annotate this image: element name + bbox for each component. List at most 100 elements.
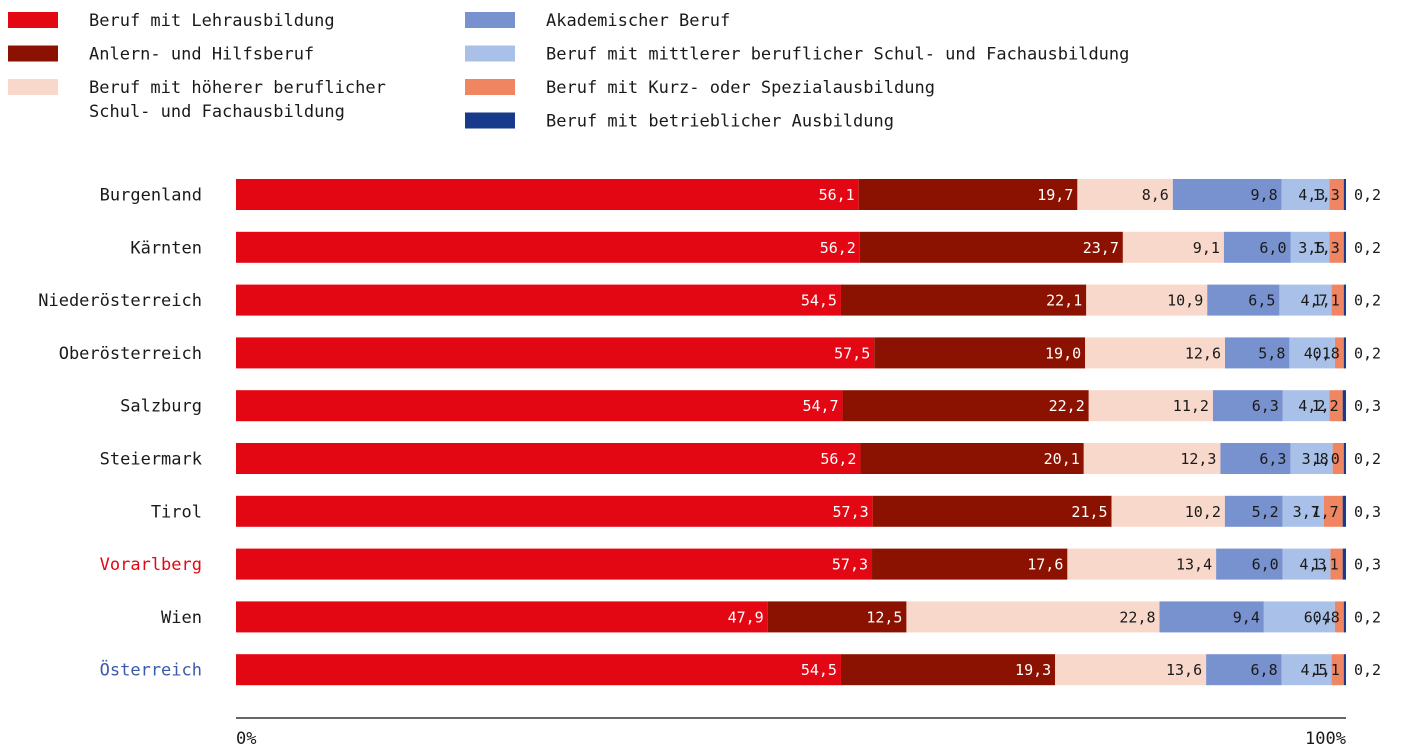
- legend-swatch: [8, 45, 58, 62]
- data-label: 0,3: [1354, 397, 1381, 415]
- bar-segment: [1343, 337, 1346, 369]
- data-label: 22,8: [1119, 608, 1155, 626]
- bar-segment: [1343, 654, 1346, 686]
- bar-segment: [236, 654, 841, 686]
- bar-segment: [1282, 390, 1330, 422]
- bar-segment: [1282, 548, 1331, 580]
- bar-segment: [1343, 231, 1346, 263]
- legend-swatch: [8, 79, 58, 95]
- data-label: 57,3: [833, 503, 869, 521]
- bar-segment: [1281, 179, 1330, 210]
- data-label: 54,5: [801, 661, 837, 679]
- data-label: 6,3: [1259, 450, 1286, 468]
- data-label: 0,2: [1354, 186, 1381, 204]
- bar-segment: [1067, 548, 1217, 580]
- data-label: 0,2: [1354, 450, 1381, 468]
- data-label: 19,0: [1045, 344, 1081, 362]
- bars: [236, 179, 1346, 686]
- bar-segment: [840, 284, 1087, 316]
- legend-swatch: [465, 112, 515, 129]
- data-label: 12,3: [1180, 450, 1216, 468]
- x-tick-label: 0%: [236, 729, 256, 746]
- bar-segment: [1279, 284, 1332, 316]
- data-label: 6,3: [1252, 397, 1279, 415]
- category-label: Wien: [161, 608, 202, 628]
- bar-segment: [1289, 337, 1335, 369]
- data-label: 0,3: [1354, 503, 1381, 521]
- bar-segment: [1212, 390, 1283, 422]
- data-label: 1,1: [1312, 556, 1339, 574]
- bar-segment: [860, 443, 1084, 474]
- bar-segment: [1343, 179, 1346, 210]
- category-label: Vorarlberg: [100, 555, 202, 575]
- legend-swatch: [465, 12, 515, 28]
- category-label: Österreich: [100, 659, 202, 681]
- data-label: 20,1: [1044, 450, 1080, 468]
- bar-segment: [1216, 548, 1283, 580]
- data-label: 1,0: [1313, 450, 1340, 468]
- data-label: 11,2: [1173, 397, 1209, 415]
- legend-label: Beruf mit mittlerer beruflicher Schul- u…: [546, 45, 1129, 65]
- data-label: 9,1: [1193, 239, 1220, 257]
- bar-segment: [236, 179, 859, 210]
- bar-segment: [236, 443, 861, 474]
- data-label: 17,6: [1027, 556, 1063, 574]
- data-label: 54,5: [801, 292, 837, 310]
- category-labels: Burgenland Kärnten Niederösterreich Oberöst…: [38, 186, 202, 681]
- data-label: 1,3: [1313, 186, 1340, 204]
- bar-segment: [1332, 443, 1344, 474]
- bar-segment: [1207, 284, 1280, 316]
- bar-segment: [1290, 231, 1330, 263]
- legend-label: Beruf mit Kurz- oder Spezialausbildung: [546, 78, 935, 98]
- bar-segment: [840, 654, 1056, 686]
- bar-segment: [1343, 284, 1346, 316]
- data-label: 0,2: [1354, 292, 1381, 310]
- bar-segment: [1159, 601, 1264, 633]
- data-label: 6,0: [1259, 239, 1286, 257]
- data-label: 10,2: [1185, 503, 1221, 521]
- data-label: 23,7: [1083, 239, 1119, 257]
- data-label: 56,2: [820, 239, 856, 257]
- bar-segment: [1086, 284, 1208, 316]
- bar-segment: [1206, 654, 1282, 686]
- legend-label: Beruf mit betrieblicher Ausbildung: [546, 112, 894, 132]
- bar-segment: [1329, 390, 1343, 422]
- data-label: 13,6: [1166, 661, 1202, 679]
- data-label: 21,5: [1071, 503, 1107, 521]
- x-axis: 0% 100%: [236, 717, 1346, 746]
- bar-segment: [1281, 654, 1332, 686]
- bar-segment: [1088, 390, 1213, 422]
- bar-segment: [1330, 548, 1343, 580]
- data-label: 9,8: [1251, 186, 1278, 204]
- bar-segment: [1342, 548, 1346, 580]
- data-label: 3,7: [1293, 503, 1320, 521]
- bar-segment: [1343, 601, 1346, 633]
- data-label: 5,2: [1252, 503, 1279, 521]
- bar-segment: [1329, 179, 1344, 210]
- data-label: 1,2: [1312, 397, 1339, 415]
- data-label: 54,7: [802, 397, 838, 415]
- data-label: 3,8: [1302, 450, 1329, 468]
- bar-segment: [767, 601, 907, 633]
- bar-segment: [858, 179, 1078, 210]
- legend-label: Akademischer Beruf: [546, 11, 730, 31]
- legend-swatch: [465, 45, 515, 62]
- data-label: 57,3: [832, 556, 868, 574]
- legend-label: Beruf mit höherer beruflicher: [89, 78, 386, 98]
- bar-segment: [1329, 231, 1344, 263]
- data-label: 1,3: [1313, 239, 1340, 257]
- data-label: 4,3: [1298, 186, 1325, 204]
- data-label: 10,9: [1167, 292, 1203, 310]
- data-label: 0,2: [1354, 344, 1381, 362]
- data-label: 6,5: [1248, 292, 1275, 310]
- data-label: 0,2: [1354, 239, 1381, 257]
- data-label: 56,1: [819, 186, 855, 204]
- bar-segment: [1083, 443, 1221, 474]
- data-label: 4,1: [1304, 344, 1331, 362]
- category-label: Steiermark: [100, 450, 202, 470]
- legend-label: Anlern- und Hilfsberuf: [89, 45, 314, 65]
- data-label: 5,8: [1258, 344, 1285, 362]
- bar-segment: [236, 548, 873, 580]
- bar-segment: [236, 231, 860, 263]
- bar-segment: [1342, 390, 1346, 422]
